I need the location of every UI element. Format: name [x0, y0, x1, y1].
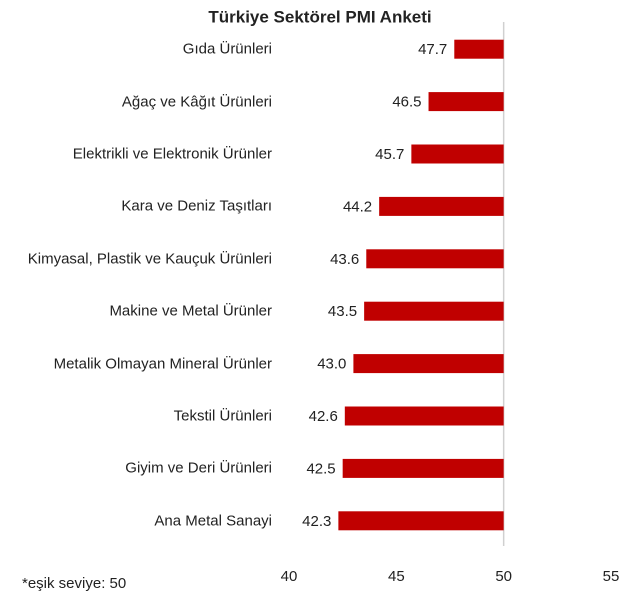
category-label: Elektrikli ve Elektronik Ürünler: [72, 145, 272, 163]
category-label: Ana Metal Sanayi: [154, 512, 272, 530]
category-label: Giyim ve Deri Ürünleri: [125, 459, 272, 477]
category-label: Gıda Ürünleri: [182, 40, 272, 58]
value-label: 42.6: [309, 408, 338, 425]
value-label: 46.5: [392, 94, 421, 111]
bar: [338, 511, 504, 531]
bar: [344, 406, 504, 426]
bar: [454, 39, 504, 59]
value-label: 42.5: [306, 460, 335, 477]
chart-title: Türkiye Sektörel PMI Anketi: [208, 7, 431, 26]
value-label: 47.7: [418, 41, 447, 58]
category-label: Kara ve Deniz Taşıtları: [121, 197, 272, 215]
bar: [342, 458, 504, 478]
value-label: 44.2: [343, 198, 372, 215]
value-label: 43.0: [317, 356, 346, 373]
category-label: Metalik Olmayan Mineral Ürünler: [53, 355, 272, 373]
category-label: Ağaç ve Kâğıt Ürünleri: [121, 93, 272, 111]
bar: [379, 196, 504, 216]
footnote: *eşik seviye: 50: [22, 575, 126, 592]
bar: [353, 354, 504, 374]
value-label: 45.7: [375, 146, 404, 163]
bar: [428, 92, 504, 112]
x-tick-label: 50: [495, 568, 512, 585]
x-tick-label: 40: [281, 568, 298, 585]
x-tick-label: 55: [603, 568, 620, 585]
bar: [366, 249, 504, 269]
category-label: Makine ve Metal Ürünler: [109, 302, 272, 320]
x-tick-label: 45: [388, 568, 405, 585]
category-label: Kimyasal, Plastik ve Kauçuk Ürünleri: [27, 250, 272, 268]
bar: [364, 301, 504, 321]
value-label: 42.3: [302, 513, 331, 530]
value-label: 43.6: [330, 251, 359, 268]
category-label: Tekstil Ürünleri: [173, 407, 272, 425]
value-label: 43.5: [328, 303, 357, 320]
bar: [411, 144, 504, 164]
